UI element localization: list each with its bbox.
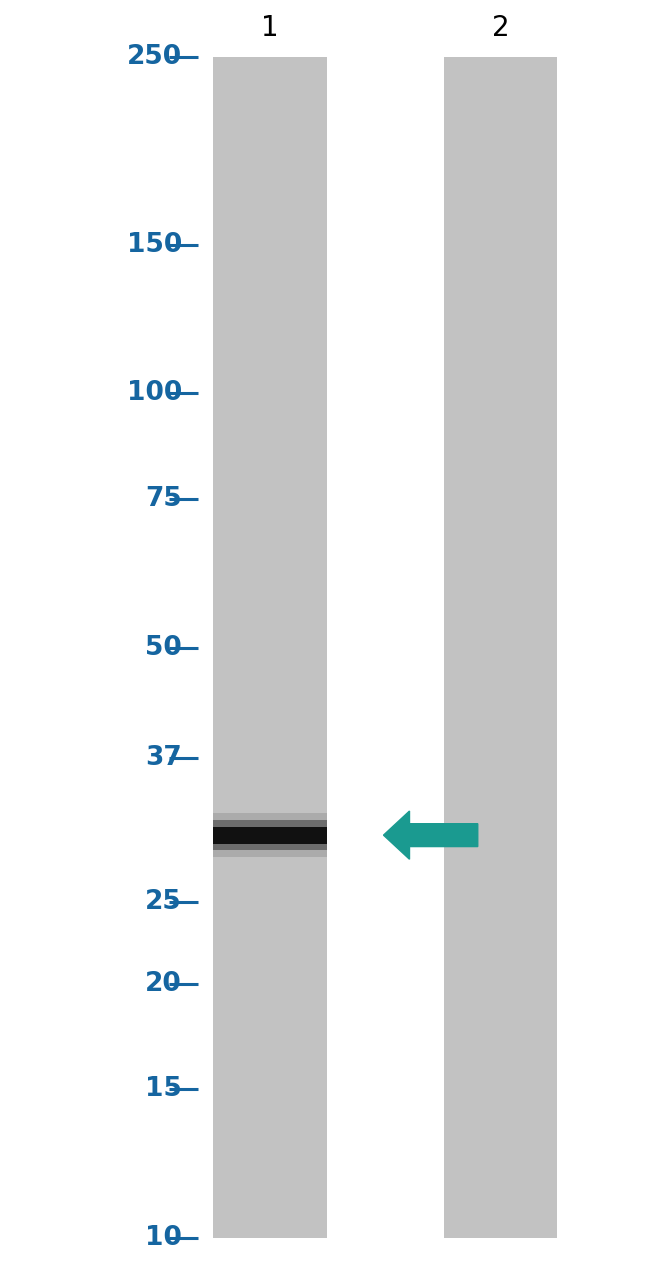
Text: 50: 50 <box>145 635 182 660</box>
Text: 150: 150 <box>127 231 182 258</box>
Bar <box>213 827 326 843</box>
FancyArrow shape <box>384 812 478 860</box>
Bar <box>213 57 326 1238</box>
Bar <box>443 57 558 1238</box>
Text: 15: 15 <box>145 1077 182 1102</box>
Text: 37: 37 <box>145 745 182 771</box>
Text: 250: 250 <box>127 44 182 70</box>
Text: 25: 25 <box>145 889 182 916</box>
Text: 10: 10 <box>145 1226 182 1251</box>
Bar <box>213 820 326 851</box>
Text: 2: 2 <box>491 14 510 42</box>
Text: 1: 1 <box>261 14 279 42</box>
Bar <box>213 813 326 857</box>
Text: 100: 100 <box>127 380 182 406</box>
Text: 75: 75 <box>145 486 182 512</box>
Text: 20: 20 <box>145 970 182 997</box>
